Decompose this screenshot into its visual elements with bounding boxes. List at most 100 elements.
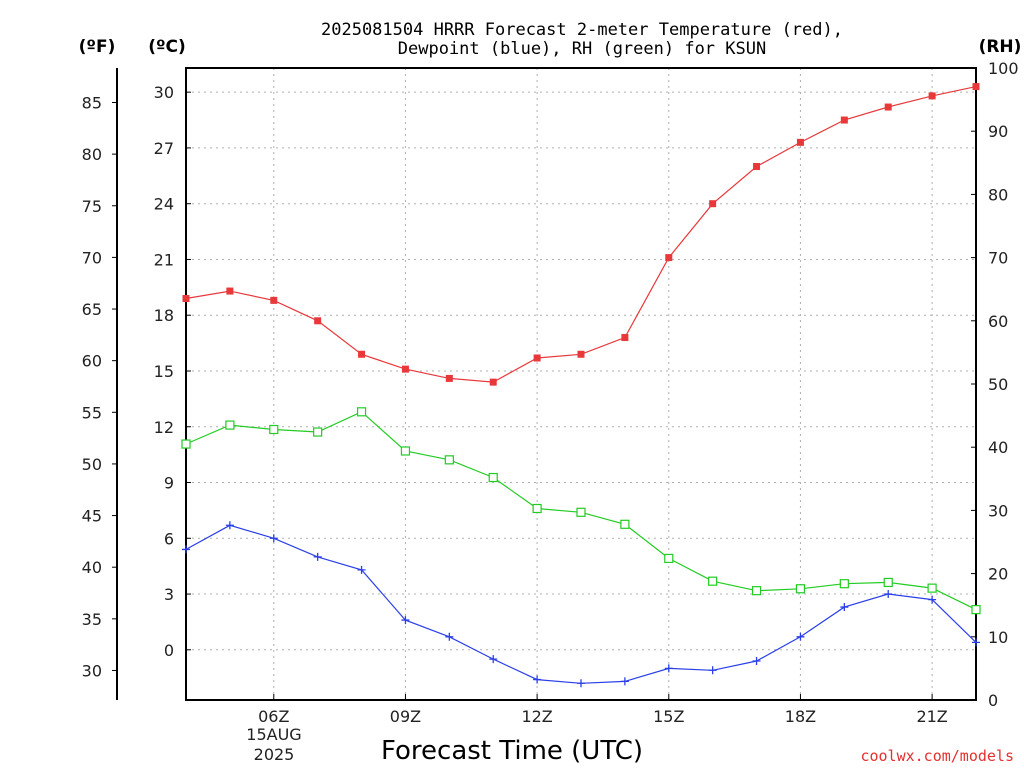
dewpoint-point bbox=[708, 666, 717, 675]
rh-point bbox=[751, 586, 762, 596]
time-tick-label: 12Z bbox=[521, 707, 552, 726]
rh-tick-label: 0 bbox=[988, 691, 998, 710]
rh-point bbox=[883, 577, 893, 588]
fahrenheit-tick-label: 30 bbox=[82, 661, 102, 680]
dewpoint-point bbox=[796, 632, 805, 641]
dewpoint-point bbox=[972, 638, 980, 647]
dewpoint-point bbox=[489, 655, 498, 664]
celsius-tick-label: 24 bbox=[154, 195, 174, 214]
celsius-tick-label: 9 bbox=[164, 474, 174, 493]
series-layer bbox=[181, 83, 981, 688]
rh-point bbox=[181, 439, 191, 449]
rh-tick-label: 40 bbox=[988, 438, 1008, 457]
grid-lines bbox=[186, 68, 976, 700]
rh-tick-label: 20 bbox=[988, 565, 1008, 584]
fahrenheit-tick-label: 35 bbox=[82, 610, 102, 629]
dewpoint-point bbox=[577, 679, 585, 688]
dewpoint-point bbox=[752, 656, 761, 665]
celsius-tick-label: 15 bbox=[154, 362, 174, 381]
temperature-point bbox=[884, 103, 892, 111]
dewpoint-point bbox=[401, 616, 410, 625]
time-tick-label: 09Z bbox=[390, 707, 421, 726]
rh-point bbox=[708, 576, 718, 586]
temperature-point bbox=[796, 138, 804, 146]
rh-point bbox=[664, 553, 674, 564]
fahrenheit-axis: 85 80 75 70 65 60 55 50 45 40 35 30 bbox=[82, 93, 117, 680]
rh-point bbox=[444, 455, 454, 465]
dewpoint-point bbox=[664, 664, 673, 673]
dewpoint-point bbox=[884, 590, 893, 599]
dewpoint-point bbox=[620, 677, 629, 686]
date-label-day: 15AUG bbox=[246, 725, 301, 744]
fahrenheit-tick-label: 70 bbox=[82, 248, 102, 267]
rh-point bbox=[532, 503, 542, 514]
celsius-tick-label: 21 bbox=[154, 250, 174, 269]
rh-tick-label: 50 bbox=[988, 375, 1008, 394]
fahrenheit-tick-label: 45 bbox=[82, 507, 102, 526]
temperature-point bbox=[709, 200, 717, 208]
time-axis: 06Z 09Z 12Z 15Z 18Z 21Z bbox=[258, 694, 948, 726]
rh-point bbox=[576, 507, 586, 517]
dewpoint-point bbox=[357, 565, 366, 574]
temperature-point bbox=[928, 92, 936, 100]
celsius-tick-label: 18 bbox=[154, 306, 174, 325]
fahrenheit-tick-label: 50 bbox=[82, 455, 102, 474]
rh-point bbox=[488, 472, 498, 483]
fahrenheit-axis-unit: (ºF) bbox=[79, 37, 116, 57]
celsius-tick-label: 27 bbox=[154, 139, 174, 158]
temperature-point bbox=[401, 365, 409, 373]
celsius-tick-label: 30 bbox=[154, 83, 174, 102]
rh-tick-label: 80 bbox=[988, 185, 1008, 204]
time-tick-label: 21Z bbox=[916, 707, 947, 726]
celsius-tick-label: 6 bbox=[164, 529, 174, 548]
temperature-point bbox=[840, 116, 848, 124]
celsius-tick-label: 12 bbox=[154, 418, 174, 437]
rh-tick-label: 60 bbox=[988, 312, 1008, 331]
date-label-year: 2025 bbox=[254, 745, 295, 764]
celsius-tick-label: 0 bbox=[164, 641, 174, 660]
fahrenheit-tick-label: 40 bbox=[82, 558, 102, 577]
dewpoint-point bbox=[533, 675, 542, 684]
dewpoint-point bbox=[928, 595, 937, 604]
credit-text: coolwx.com/models bbox=[860, 747, 1014, 765]
rh-point bbox=[971, 605, 981, 615]
time-tick-label: 18Z bbox=[785, 707, 816, 726]
fahrenheit-tick-label: 85 bbox=[82, 93, 102, 112]
plot-frame bbox=[185, 67, 977, 701]
temperature-line bbox=[185, 86, 977, 383]
rh-tick-label: 90 bbox=[988, 122, 1008, 141]
fahrenheit-tick-label: 65 bbox=[82, 300, 102, 319]
temperature-point bbox=[226, 287, 234, 295]
dewpoint-point bbox=[840, 603, 849, 612]
fahrenheit-tick-label: 55 bbox=[82, 403, 102, 422]
rh-tick-label: 30 bbox=[988, 501, 1008, 520]
rh-point bbox=[356, 407, 367, 417]
temperature-point bbox=[445, 374, 453, 382]
dewpoint-point bbox=[313, 552, 322, 561]
chart-title-line1: 2025081504 HRRR Forecast 2-meter Tempera… bbox=[321, 20, 843, 40]
rh-point bbox=[839, 579, 849, 589]
fahrenheit-tick-label: 75 bbox=[82, 197, 102, 216]
rh-tick-label: 70 bbox=[988, 249, 1008, 268]
temperature-point bbox=[577, 350, 585, 358]
temperature-point bbox=[533, 354, 541, 362]
temperature-point bbox=[270, 296, 278, 304]
dewpoint-point bbox=[225, 521, 234, 530]
temperature-point bbox=[314, 317, 322, 325]
rh-point bbox=[927, 583, 937, 593]
fahrenheit-tick-label: 80 bbox=[82, 145, 102, 164]
temperature-point bbox=[489, 378, 497, 386]
celsius-axis-unit: (ºC) bbox=[148, 37, 186, 57]
temperature-point bbox=[665, 254, 673, 262]
temperature-point bbox=[182, 294, 190, 302]
rh-tick-label: 10 bbox=[988, 628, 1008, 647]
dewpoint-point bbox=[445, 632, 454, 641]
dewpoint-line bbox=[185, 524, 977, 684]
celsius-tick-label: 3 bbox=[164, 585, 174, 604]
rh-tick-label: 100 bbox=[988, 59, 1019, 78]
fahrenheit-tick-label: 60 bbox=[82, 352, 102, 371]
temperature-point bbox=[972, 83, 980, 91]
